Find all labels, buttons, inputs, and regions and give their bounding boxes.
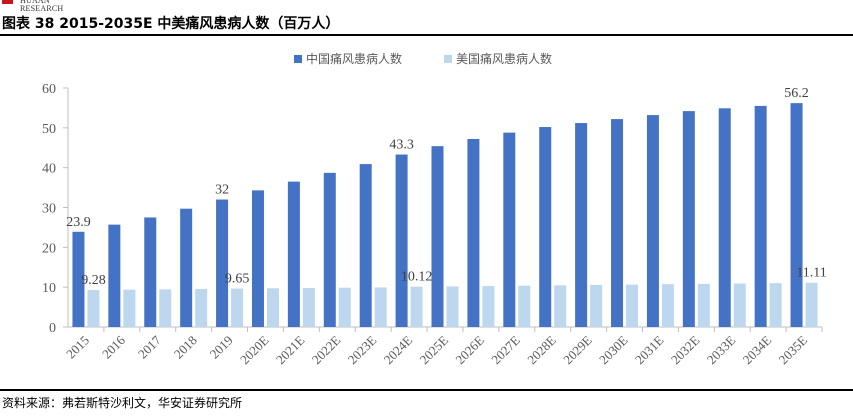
china-bar — [108, 224, 121, 327]
x-tick-label: 2033E — [704, 332, 739, 367]
china-bar — [790, 103, 803, 328]
china-bar — [216, 199, 229, 327]
y-tick-label: 30 — [42, 202, 56, 217]
china-bar — [323, 172, 336, 327]
usa-bar — [805, 282, 818, 327]
china-bar — [718, 108, 731, 327]
china-data-label: 56.2 — [784, 86, 809, 101]
china-bar — [575, 123, 588, 327]
x-tick-label: 2020E — [237, 332, 272, 367]
brand-mark — [2, 0, 13, 4]
x-tick-label: 2019 — [207, 333, 236, 362]
x-tick-label: 2016 — [99, 332, 128, 361]
x-tick-label: 2029E — [560, 332, 595, 367]
usa-bar — [231, 288, 244, 327]
usa-bar — [626, 284, 639, 327]
usa-bar — [769, 283, 782, 327]
usa-bar — [410, 286, 423, 327]
china-bar — [503, 132, 516, 327]
x-tick-label: 2025E — [417, 332, 452, 367]
usa-bar — [266, 288, 279, 327]
y-tick-label: 40 — [42, 162, 56, 177]
legend-label-china: 中国痛风患病人数 — [306, 51, 402, 66]
y-tick-label: 50 — [42, 122, 56, 137]
x-tick-label: 2034E — [740, 332, 775, 367]
usa-bar — [446, 286, 459, 327]
x-tick-label: 2024E — [381, 332, 416, 367]
china-bar — [287, 181, 300, 327]
china-bar — [180, 208, 193, 327]
y-tick-label: 0 — [49, 321, 56, 336]
footer-divider — [0, 389, 853, 391]
y-tick-label: 20 — [42, 241, 56, 256]
china-data-label: 23.9 — [66, 215, 91, 230]
x-tick-label: 2030E — [596, 332, 631, 367]
usa-bar — [195, 288, 208, 327]
usa-bar — [159, 289, 172, 327]
china-bar — [72, 231, 85, 327]
usa-data-label: 9.28 — [81, 273, 106, 288]
usa-bar — [518, 285, 531, 327]
usa-data-label: 9.65 — [225, 272, 250, 287]
china-data-label: 32 — [215, 183, 229, 198]
brand-text: HUAAN RESEARCH — [20, 0, 64, 13]
x-tick-label: 2021E — [273, 332, 308, 367]
china-bar — [646, 115, 659, 327]
china-bar — [611, 119, 624, 327]
bar-chart: 0 10 20 30 40 50 60 23.9 9.28 2015 2016 2017 2018 32 9… — [42, 51, 827, 367]
china-bar — [682, 111, 695, 327]
usa-bar — [482, 286, 495, 327]
usa-bar — [554, 285, 567, 327]
china-bar — [359, 164, 372, 327]
usa-bar — [302, 288, 315, 327]
china-bar — [251, 190, 264, 327]
x-tick-label: 2032E — [668, 332, 703, 367]
usa-bar — [87, 290, 100, 327]
x-tick-label: 2028E — [524, 332, 559, 367]
x-tick-label: 2026E — [452, 332, 487, 367]
x-tick-label: 2035E — [776, 332, 811, 367]
usa-bar — [338, 287, 351, 327]
x-tick-label: 2027E — [488, 332, 523, 367]
source-note: 资料来源：弗若斯特沙利文，华安证券研究所 — [2, 396, 243, 410]
usa-bar — [374, 287, 387, 327]
x-tick-label: 2031E — [632, 332, 667, 367]
usa-bar — [733, 283, 746, 327]
x-tick-label: 2015 — [63, 333, 92, 362]
usa-bar — [590, 284, 603, 327]
china-bar — [467, 138, 480, 327]
x-tick-label: 2023E — [345, 332, 380, 367]
china-data-label: 43.3 — [389, 138, 414, 153]
china-bar — [395, 154, 408, 327]
x-tick-label: 2018 — [171, 333, 200, 362]
y-tick-label: 60 — [42, 82, 56, 97]
usa-bar — [661, 284, 674, 327]
figure-title: 图表 38 2015-2035E 中美痛风患病人数（百万人） — [2, 16, 340, 32]
usa-data-label: 10.12 — [401, 270, 433, 285]
china-bar — [754, 105, 767, 327]
legend-label-usa: 美国痛风患病人数 — [456, 51, 552, 66]
usa-bar — [697, 283, 710, 327]
china-bar — [431, 146, 444, 327]
usa-bar — [123, 289, 136, 327]
usa-data-label: 11.11 — [796, 266, 826, 281]
china-bar — [539, 127, 552, 327]
legend-swatch-china — [294, 55, 302, 63]
x-tick-label: 2017 — [135, 332, 164, 361]
y-tick-label: 10 — [42, 281, 56, 296]
x-tick-label: 2022E — [309, 332, 344, 367]
title-divider — [0, 34, 853, 36]
china-bar — [144, 217, 157, 327]
legend-swatch-usa — [444, 55, 452, 63]
